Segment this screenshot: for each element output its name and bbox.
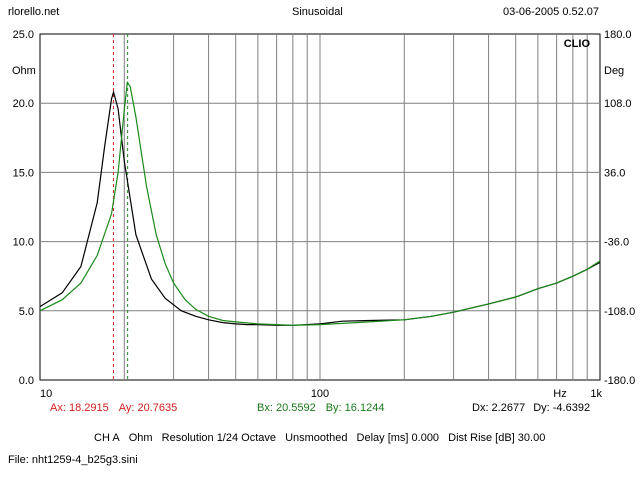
y-left-tick-label: 10.0 — [13, 237, 34, 249]
cursor-delta-readout: Dx: 2.2677 Dy: -4.6392 — [472, 402, 590, 414]
x-tick-label: 1k — [590, 388, 602, 400]
delta-y: Dy: -4.6392 — [533, 402, 591, 414]
y-left-tick-label: 20.0 — [13, 98, 34, 110]
grid — [40, 34, 600, 380]
smoothing-label: Unsmoothed — [285, 432, 348, 444]
y-left-tick-label: 15.0 — [13, 167, 34, 179]
series-layer — [39, 80, 601, 326]
unit-label: Ohm — [128, 432, 153, 444]
y-right-unit-label: Deg — [604, 65, 624, 77]
y-left-tick-label: 5.0 — [19, 306, 34, 318]
x-tick-label: 10 — [40, 388, 52, 400]
y-left-tick-label: 0.0 — [19, 375, 34, 387]
x-unit-label: Hz — [553, 388, 566, 400]
measurement-settings: CH A Ohm Resolution 1/24 Octave Unsmooth… — [94, 432, 551, 444]
delta-x: Dx: 2.2677 — [472, 402, 526, 414]
cursor-b-x: Bx: 20.5592 — [257, 402, 316, 414]
cursor-b-readout: Bx: 20.5592 By: 16.1244 — [257, 402, 384, 414]
cursor-a-readout: Ax: 18.2915 Ay: 20.7635 — [50, 402, 177, 414]
y-left-tick-label: 25.0 — [13, 29, 34, 41]
impedance-curve-2 — [39, 80, 601, 326]
y-right-tick-label: -180.0 — [604, 375, 635, 387]
cursor-b-y: By: 16.1244 — [325, 402, 385, 414]
axis-labels: 25.0 20.0 15.0 10.0 5.0 0.0 Ohm 180.0 108.0 36.0 -… — [12, 29, 635, 400]
clio-brand-label: CLIO — [564, 38, 591, 50]
y-right-tick-label: -36.0 — [604, 237, 629, 249]
cursor-a-x: Ax: 18.2915 — [50, 402, 109, 414]
y-right-tick-label: 180.0 — [604, 29, 632, 41]
cursor-a-y: Ay: 20.7635 — [118, 402, 178, 414]
header-mode-label: Sinusoidal — [292, 6, 343, 18]
y-right-tick-label: 36.0 — [604, 167, 625, 179]
cursor-markers — [112, 34, 129, 380]
delay-label: Delay [ms] 0.000 — [356, 432, 440, 444]
x-tick-label: 100 — [311, 388, 329, 400]
dist-rise-label: Dist Rise [dB] 30.00 — [448, 432, 546, 444]
file-name: File: nht1259-4_b25g3.sini — [8, 454, 138, 466]
resolution-label: Resolution 1/24 Octave — [161, 432, 277, 444]
channel-label: CH A — [94, 432, 120, 444]
y-right-tick-label: 108.0 — [604, 98, 632, 110]
header-timestamp: 03-06-2005 0.52.07 — [503, 6, 600, 18]
y-left-unit-label: Ohm — [12, 65, 36, 77]
y-right-tick-label: -108.0 — [604, 306, 635, 318]
header-site-label: rlorello.net — [8, 6, 60, 18]
